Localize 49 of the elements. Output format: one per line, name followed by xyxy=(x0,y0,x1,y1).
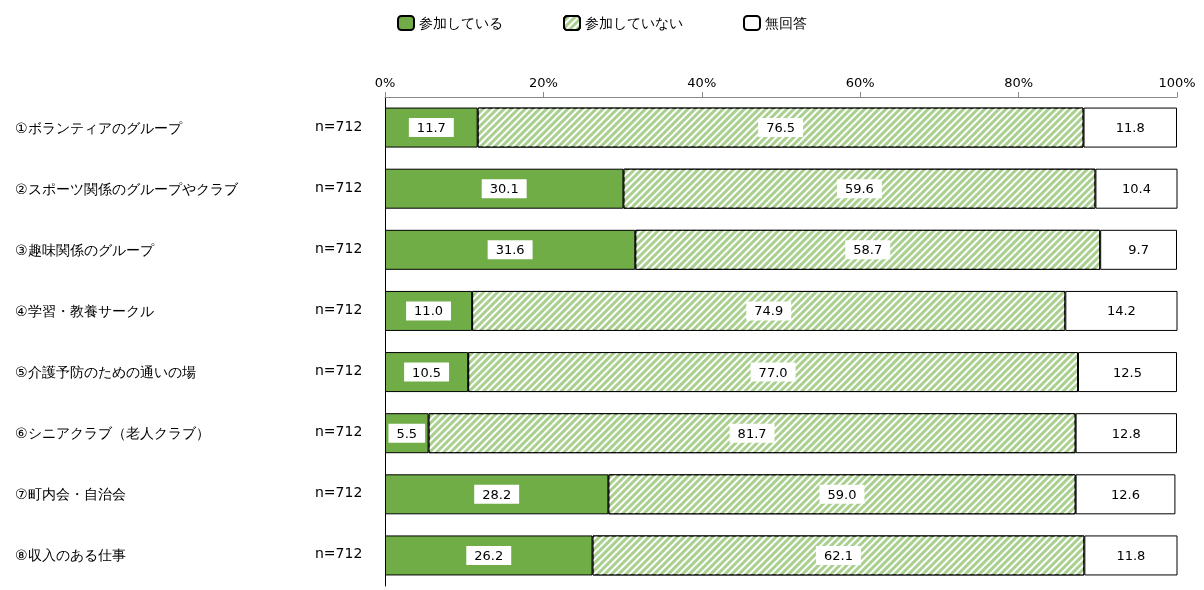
data-label: 26.2 xyxy=(474,547,504,563)
y-tick-label: ④学習・教養サークル xyxy=(15,302,154,319)
y-tick-label: ②スポーツ関係のグループやクラブ xyxy=(15,180,239,197)
x-tick-label: 60% xyxy=(845,75,875,90)
data-label: 11.0 xyxy=(414,303,444,319)
y-tick-label: ⑤介護予防のための通いの場 xyxy=(15,364,196,381)
x-tick-label: 80% xyxy=(1004,75,1034,90)
text: n=712 xyxy=(315,300,363,317)
text: n=712 xyxy=(315,117,363,134)
text: n=712 xyxy=(315,362,363,379)
data-label: 12.5 xyxy=(1113,364,1142,380)
data-label: 10.4 xyxy=(1121,181,1151,197)
text: n=712 xyxy=(315,178,363,195)
data-label: 28.2 xyxy=(482,486,512,502)
y-tick-label: ③趣味関係のグループ xyxy=(15,241,155,258)
data-label: 11.8 xyxy=(1116,547,1146,563)
data-label: 59.6 xyxy=(844,181,874,197)
text: n=712 xyxy=(315,239,363,256)
data-label: 77.0 xyxy=(758,364,788,380)
data-label: 74.9 xyxy=(754,303,784,319)
legend-label: 参加している xyxy=(419,15,503,31)
x-tick-label: 0% xyxy=(374,75,396,90)
x-tick-label: 40% xyxy=(687,75,717,90)
data-label: 30.1 xyxy=(489,181,519,197)
data-label: 76.5 xyxy=(766,120,796,136)
y-tick-label: ①ボランティアのグループ xyxy=(15,119,183,136)
legend-label: 参加していない xyxy=(585,15,683,31)
data-label: 58.7 xyxy=(853,242,883,258)
data-label: 10.5 xyxy=(412,364,442,380)
data-label: 62.1 xyxy=(823,547,853,563)
data-label: 31.6 xyxy=(495,242,525,258)
text: n=712 xyxy=(315,484,363,501)
x-tick-label: 100% xyxy=(1158,75,1196,90)
y-tick-label: ⑧収入のある仕事 xyxy=(15,547,126,564)
y-tick-label: ⑥シニアクラブ（老人クラブ） xyxy=(15,425,210,442)
x-tick-label: 20% xyxy=(528,75,558,90)
text: n=712 xyxy=(315,423,363,440)
legend-label: 無回答 xyxy=(765,15,807,31)
data-label: 12.6 xyxy=(1111,486,1140,502)
data-label: 9.7 xyxy=(1128,242,1149,258)
y-tick-label: ⑦町内会・自治会 xyxy=(15,486,126,503)
data-label: 59.0 xyxy=(827,486,857,502)
data-label: 11.8 xyxy=(1115,120,1145,136)
data-label: 11.7 xyxy=(416,120,446,136)
text: n=712 xyxy=(315,545,363,562)
data-label: 5.5 xyxy=(396,425,418,441)
data-label: 81.7 xyxy=(737,425,767,441)
data-label: 12.8 xyxy=(1111,425,1141,441)
data-label: 14.2 xyxy=(1106,303,1136,319)
